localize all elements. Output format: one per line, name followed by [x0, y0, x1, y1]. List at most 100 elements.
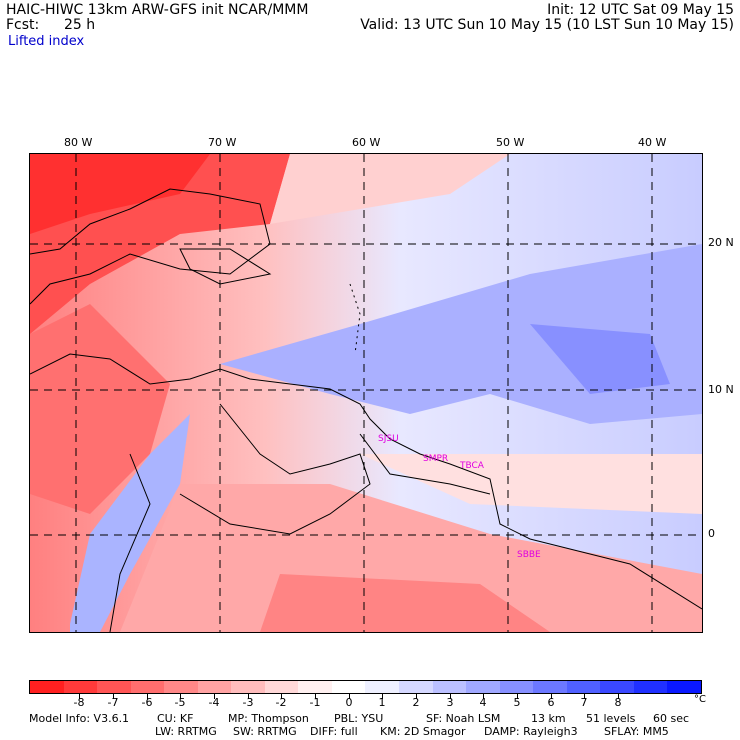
- forecast-hour: 25 h: [64, 17, 96, 33]
- region-light-negative-north: [270, 154, 510, 224]
- color-scale-tick: [382, 694, 383, 699]
- footer-timestep: 60 sec: [653, 712, 690, 725]
- station-sjsu: SJSU: [378, 434, 399, 444]
- region-positive-strong: [530, 324, 670, 394]
- lon-label-70w: 70 W: [208, 136, 237, 149]
- color-scale-tick: [79, 694, 80, 699]
- color-scale-tick: [416, 694, 417, 699]
- color-scale-tick-label: 7: [580, 696, 588, 709]
- footer-lw: LW: RRTMG: [155, 725, 217, 738]
- country-border-guianas: [359, 433, 491, 495]
- color-scale-tick: [483, 694, 484, 699]
- color-scale-tick-label: 5: [513, 696, 521, 709]
- color-scale-tick-label: 1: [378, 696, 386, 709]
- color-scale-segment: [331, 681, 366, 693]
- region-light-negative-equatorial: [360, 454, 702, 514]
- color-scale-tick-label: -5: [174, 696, 186, 709]
- color-scale-segment: [600, 681, 634, 693]
- color-scale-segment: [667, 681, 701, 693]
- region-negative-amazon-core: [260, 574, 550, 632]
- color-scale-tick-label: -4: [208, 696, 220, 709]
- color-scale-tick: [584, 694, 585, 699]
- lat-label-10n: 10 N: [708, 383, 734, 396]
- footer-damp: DAMP: Rayleigh3: [484, 725, 578, 738]
- footer-cu: CU: KF: [157, 712, 194, 725]
- footer-diff: DIFF: full: [310, 725, 358, 738]
- color-scale-segment: [566, 681, 601, 693]
- region-strong-negative: [30, 154, 210, 234]
- footer-sw: SW: RRTMG: [233, 725, 297, 738]
- station-sbbe: SBBE: [517, 550, 541, 560]
- color-scale-tick: [349, 694, 350, 699]
- color-scale-segment: [231, 681, 265, 693]
- color-scale-tick-label: 3: [446, 696, 454, 709]
- color-scale-segment: [264, 681, 299, 693]
- country-border-venezuela: [179, 403, 371, 535]
- station-smpr: SMPR: [423, 454, 448, 464]
- lon-label-80w: 80 W: [64, 136, 93, 149]
- color-scale-tick-label: -6: [141, 696, 153, 709]
- color-scale-segment: [432, 681, 467, 693]
- color-scale-segment: [197, 681, 232, 693]
- color-scale-segment: [164, 681, 198, 693]
- lat-label-equator: 0: [708, 527, 715, 540]
- color-scale-tick: [113, 694, 114, 699]
- color-scale-tick: [517, 694, 518, 699]
- color-scale-segment: [97, 681, 131, 693]
- lon-label-60w: 60 W: [352, 136, 381, 149]
- lon-label-50w: 50 W: [496, 136, 525, 149]
- lat-label-20n: 20 N: [708, 236, 734, 249]
- color-scale-tick: [281, 694, 282, 699]
- color-scale-tick-label: -8: [73, 696, 85, 709]
- color-scale-segment: [130, 681, 165, 693]
- color-scale-segment: [30, 681, 64, 693]
- color-scale-segment: [633, 681, 668, 693]
- lesser-antilles: [349, 283, 361, 355]
- color-scale-tick-label: 2: [412, 696, 420, 709]
- product-title: HAIC-HIWC 13km ARW-GFS init NCAR/MMM: [6, 2, 309, 18]
- color-scale-tick: [248, 694, 249, 699]
- field-name: Lifted index: [8, 34, 85, 49]
- color-scale-tick: [214, 694, 215, 699]
- color-scale-tick-label: -1: [309, 696, 321, 709]
- graticule: [30, 154, 702, 632]
- footer-sf: SF: Noah LSM: [426, 712, 501, 725]
- color-scale-tick-label: -7: [107, 696, 119, 709]
- footer-sflay: SFLAY: MM5: [604, 725, 669, 738]
- lon-label-40w: 40 W: [638, 136, 667, 149]
- footer-resolution: 13 km: [531, 712, 566, 725]
- color-scale-tick: [180, 694, 181, 699]
- color-scale-tick: [450, 694, 451, 699]
- color-scale-segment: [399, 681, 433, 693]
- footer-km: KM: 2D Smagor: [380, 725, 466, 738]
- color-scale-tick-label: 0: [345, 696, 353, 709]
- lifted-index-map: SJSU SMPR TBCA SBBE: [29, 153, 703, 633]
- footer-levels: 51 levels: [586, 712, 636, 725]
- color-scale-tick: [315, 694, 316, 699]
- hispaniola-outline: [179, 248, 272, 285]
- south-america-coastline: [30, 353, 702, 610]
- color-scale-segment: [533, 681, 567, 693]
- color-scale-segment: [365, 681, 400, 693]
- color-scale-bar: [29, 680, 702, 694]
- forecast-label: Fcst:: [6, 17, 40, 33]
- region-negative-amazon: [120, 484, 702, 632]
- color-scale-unit: °C: [694, 694, 706, 705]
- caribbean-coastline: [30, 188, 271, 305]
- color-scale-tick: [618, 694, 619, 699]
- map-canvas: SJSU SMPR TBCA SBBE: [30, 154, 702, 632]
- init-time: Init: 12 UTC Sat 09 May 15: [547, 2, 734, 18]
- color-scale-segment: [63, 681, 98, 693]
- color-scale-segment: [499, 681, 534, 693]
- footer-model-info: Model Info: V3.6.1: [29, 712, 130, 725]
- color-scale-segment: [298, 681, 332, 693]
- valid-time: Valid: 13 UTC Sun 10 May 15 (10 LST Sun …: [360, 17, 734, 33]
- region-positive-andes: [70, 414, 190, 632]
- color-scale-tick-label: 4: [479, 696, 487, 709]
- color-scale-tick-label: -2: [275, 696, 287, 709]
- station-tbca: TBCA: [459, 461, 485, 471]
- color-scale-tick: [551, 694, 552, 699]
- country-border-andes: [109, 453, 151, 632]
- footer-mp: MP: Thompson: [228, 712, 309, 725]
- color-scale-tick-label: 8: [614, 696, 622, 709]
